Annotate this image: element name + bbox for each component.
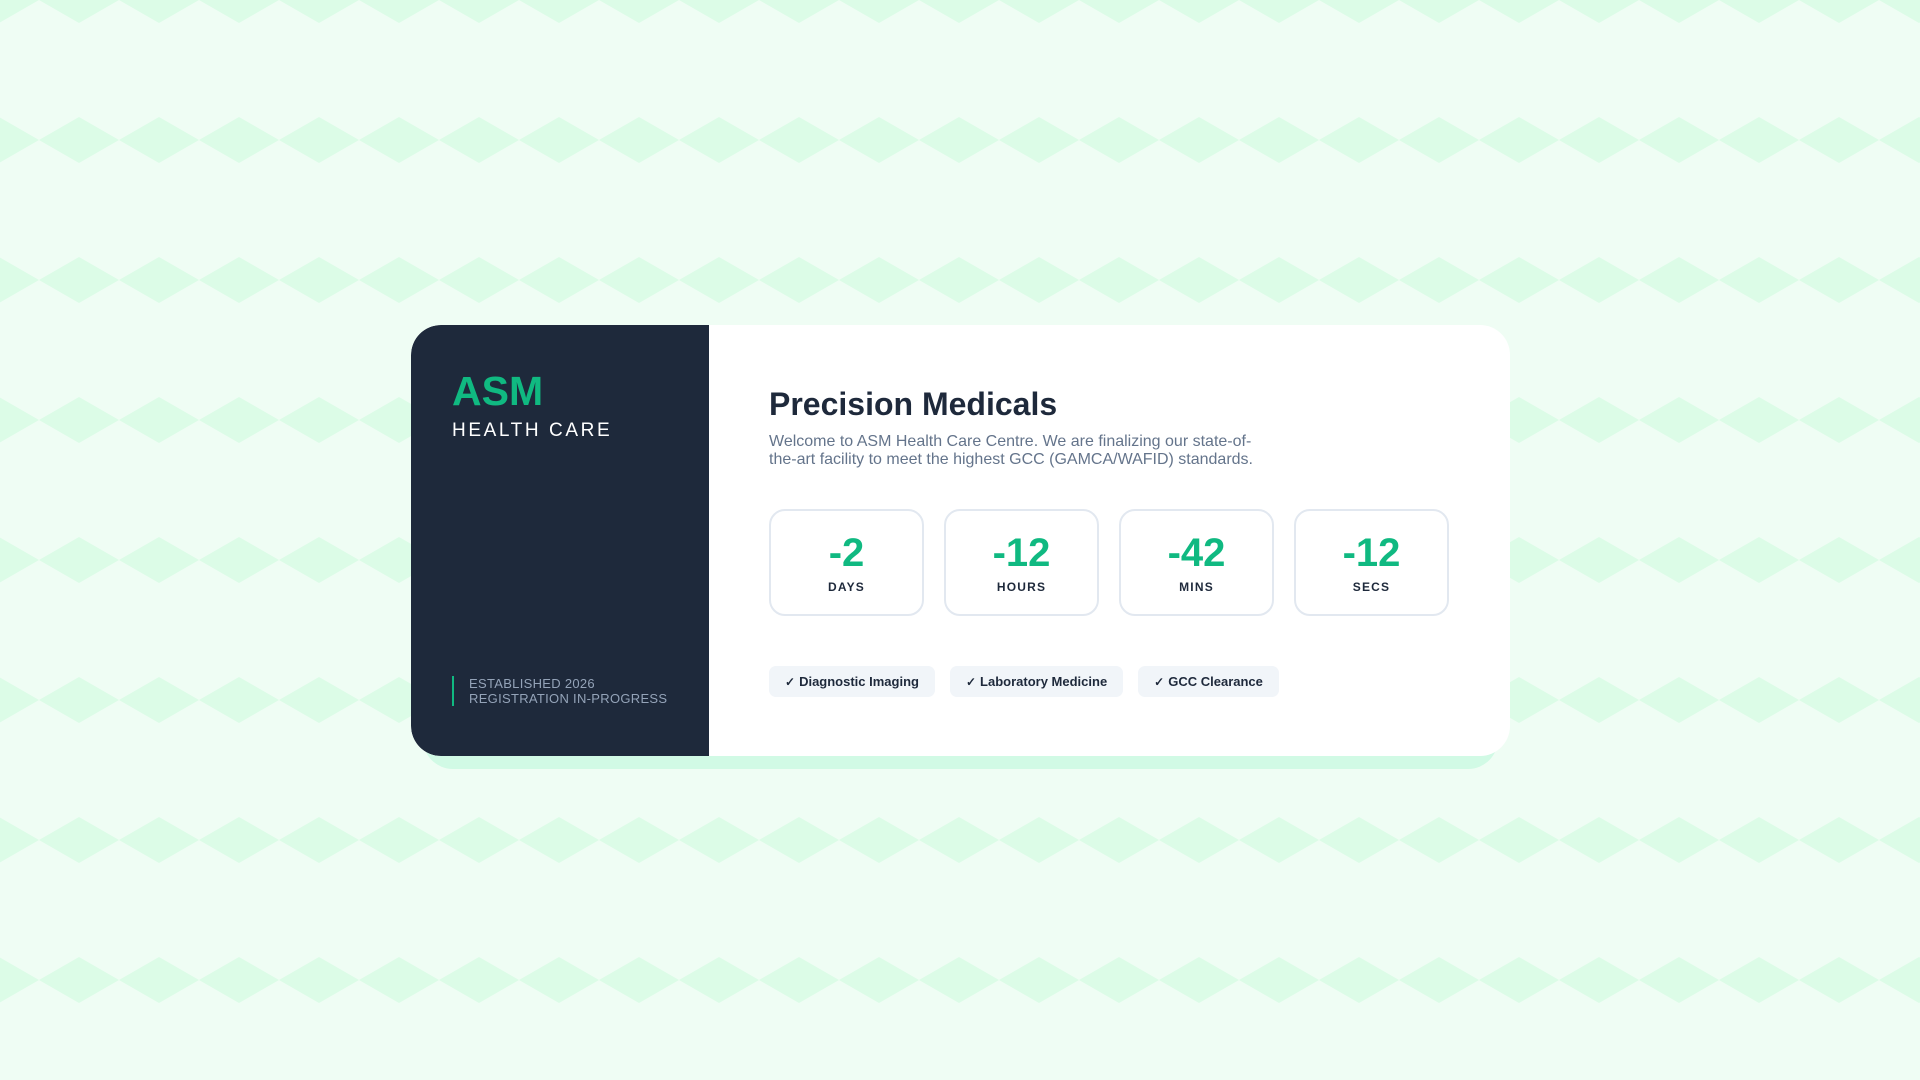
tag-gcc-clearance: ✓ GCC Clearance	[1138, 666, 1279, 697]
countdown: -2 DAYS -12 HOURS -42 MINS -12 SECS	[769, 509, 1449, 616]
tag-label: Diagnostic Imaging	[799, 674, 919, 689]
check-icon: ✓	[785, 674, 796, 689]
coming-soon-card: ASM HEALTH CARE ESTABLISHED 2026 REGISTR…	[411, 325, 1510, 756]
main-content: Precision Medicals Welcome to ASM Health…	[709, 325, 1510, 756]
countdown-label: SECS	[1352, 579, 1391, 594]
sidebar-panel: ASM HEALTH CARE ESTABLISHED 2026 REGISTR…	[411, 325, 709, 756]
tag-label: Laboratory Medicine	[980, 674, 1108, 689]
countdown-value: -12	[1342, 530, 1401, 575]
countdown-value: -12	[992, 530, 1051, 575]
countdown-value: -2	[828, 530, 865, 575]
check-icon: ✓	[965, 674, 977, 689]
description: Welcome to ASM Health Care Centre. We ar…	[769, 433, 1253, 468]
page-title: Precision Medicals	[769, 386, 1058, 422]
countdown-days: -2 DAYS	[769, 509, 924, 616]
countdown-label: MINS	[1179, 579, 1214, 594]
countdown-mins: -42 MINS	[1119, 509, 1274, 616]
tag-diagnostic-imaging: ✓ Diagnostic Imaging	[769, 666, 935, 697]
brand-logo: ASM	[452, 368, 544, 414]
service-tags: ✓ Diagnostic Imaging ✓ Laboratory Medici…	[769, 666, 1449, 697]
establishment-info: ESTABLISHED 2026 REGISTRATION IN-PROGRES…	[452, 676, 667, 706]
countdown-hours: -12 HOURS	[944, 509, 1099, 616]
brand-subtitle: HEALTH CARE	[452, 420, 613, 441]
countdown-secs: -12 SECS	[1294, 509, 1449, 616]
tag-laboratory-medicine: ✓ Laboratory Medicine	[949, 666, 1124, 697]
countdown-label: DAYS	[827, 579, 866, 594]
countdown-label: HOURS	[996, 579, 1047, 594]
check-icon: ✓	[1154, 674, 1165, 689]
established-text: ESTABLISHED 2026	[469, 676, 595, 691]
countdown-value: -42	[1167, 530, 1226, 575]
registration-status: REGISTRATION IN-PROGRESS	[469, 691, 668, 706]
tag-label: GCC Clearance	[1168, 674, 1263, 689]
